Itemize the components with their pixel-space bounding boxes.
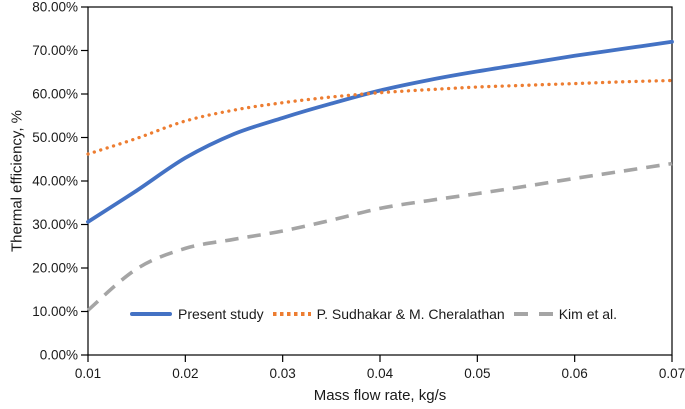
y-tick-label: 10.00% xyxy=(32,304,78,319)
series-line-p-sudhakar-m-cheralathan xyxy=(86,78,674,156)
x-tick-label: 0.01 xyxy=(75,366,101,381)
x-tick-label: 0.03 xyxy=(270,366,296,381)
y-tick-label: 80.00% xyxy=(32,0,78,15)
series-line-present-study xyxy=(86,39,674,224)
y-tick-label: 0.00% xyxy=(40,348,78,363)
legend-label: P. Sudhakar & M. Cheralathan xyxy=(316,306,505,322)
solid-line-marker-icon xyxy=(130,312,172,316)
x-tick-label: 0.02 xyxy=(172,366,198,381)
series-line-kim-et-al xyxy=(86,161,673,312)
legend: Present study P. Sudhakar & M. Cheralath… xyxy=(130,306,617,322)
y-tick-label: 40.00% xyxy=(32,174,78,189)
y-tick-label: 30.00% xyxy=(32,217,78,232)
plot-border xyxy=(87,6,673,356)
legend-label: Present study xyxy=(178,306,264,322)
y-tick-label: 50.00% xyxy=(32,130,78,145)
x-axis-title: Mass flow rate, kg/s xyxy=(313,387,447,404)
legend-item-kim-et-al: Kim et al. xyxy=(513,306,618,322)
x-tick-label: 0.04 xyxy=(367,366,394,381)
x-tick-label: 0.07 xyxy=(659,366,685,381)
y-tick-label: 70.00% xyxy=(32,43,78,58)
y-tick-label: 20.00% xyxy=(32,261,78,276)
y-axis-title: Thermal efficiency, % xyxy=(8,110,26,252)
x-tick-label: 0.06 xyxy=(562,366,588,381)
dashed-line-marker-icon xyxy=(513,312,553,316)
x-tick-label: 0.05 xyxy=(464,366,490,381)
dotted-line-marker-icon xyxy=(272,312,311,316)
legend-item-present-study: Present study xyxy=(130,306,264,322)
y-tick-label: 60.00% xyxy=(32,87,78,102)
legend-item-sudhakar-cheralathan: P. Sudhakar & M. Cheralathan xyxy=(272,306,505,322)
legend-label: Kim et al. xyxy=(558,306,618,322)
